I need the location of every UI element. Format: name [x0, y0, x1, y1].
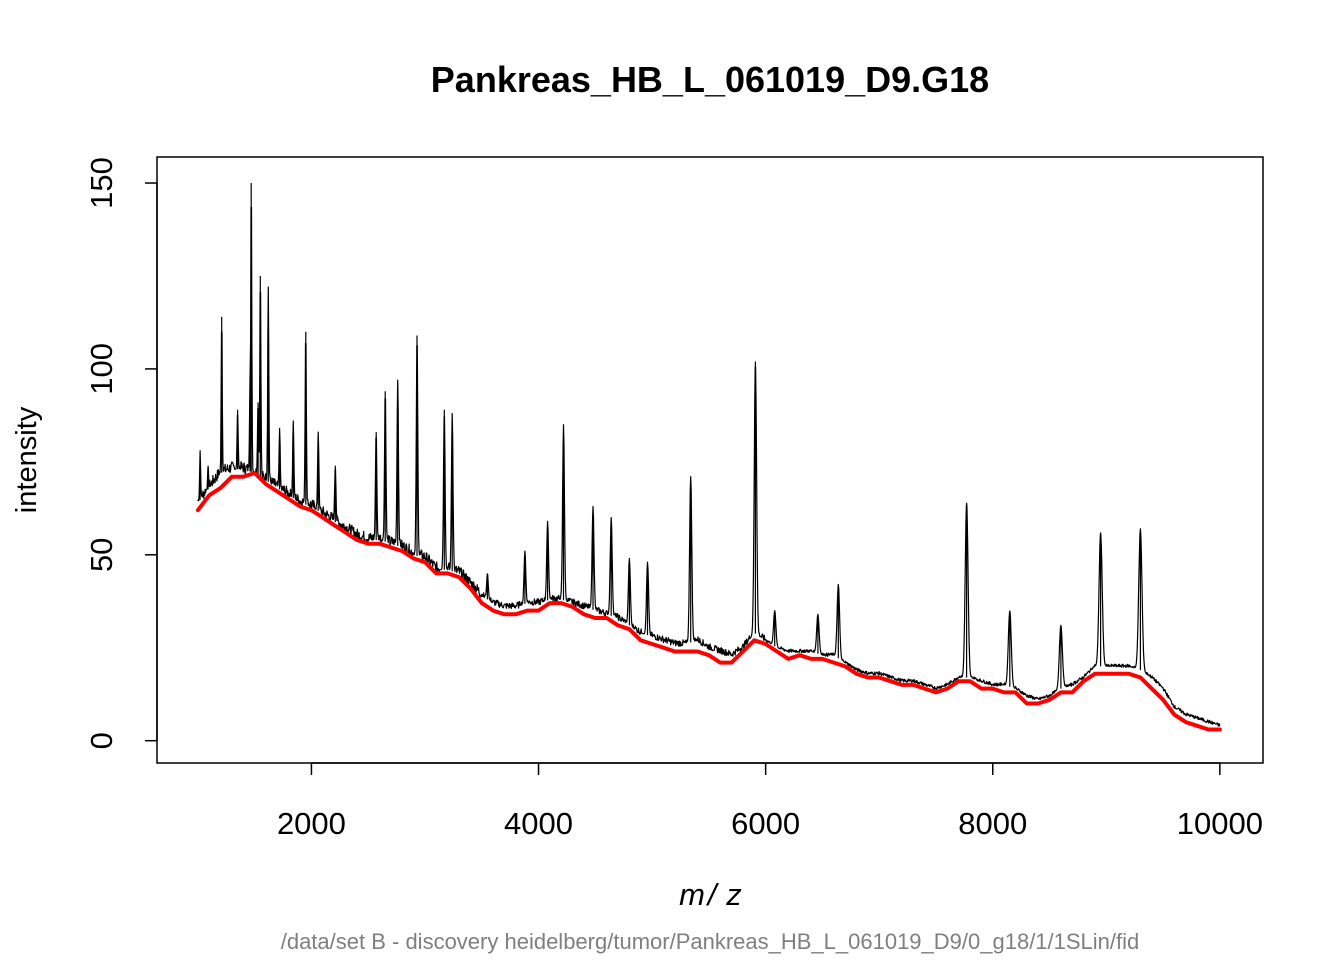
x-axis: 2000 4000 6000 8000 10000: [277, 762, 1263, 841]
y-axis-label: intensity: [11, 406, 43, 513]
spectrum-line: [197, 183, 1221, 727]
plot-area: [195, 183, 1222, 732]
x-tick-label: 6000: [731, 806, 800, 841]
x-tick-label: 4000: [504, 806, 573, 841]
chart-title: Pankreas_HB_L_061019_D9.G18: [431, 59, 989, 100]
x-tick-label: 10000: [1177, 806, 1263, 841]
file-path-subtitle: /data/set B - discovery heidelberg/tumor…: [281, 929, 1140, 954]
y-tick-label: 0: [84, 732, 119, 749]
y-tick-label: 50: [84, 538, 119, 572]
y-tick-label: 150: [84, 157, 119, 209]
x-axis-label-m: m: [679, 877, 705, 912]
x-tick-label: 2000: [277, 806, 346, 841]
y-tick-label: 100: [84, 343, 119, 395]
x-axis-label: m / z: [679, 877, 742, 912]
x-axis-label-sep: /: [706, 877, 720, 912]
x-axis-label-z: z: [725, 877, 742, 912]
y-axis: 0 50 100 150: [84, 157, 158, 749]
baseline-line: [195, 471, 1222, 732]
x-tick-label: 8000: [958, 806, 1027, 841]
